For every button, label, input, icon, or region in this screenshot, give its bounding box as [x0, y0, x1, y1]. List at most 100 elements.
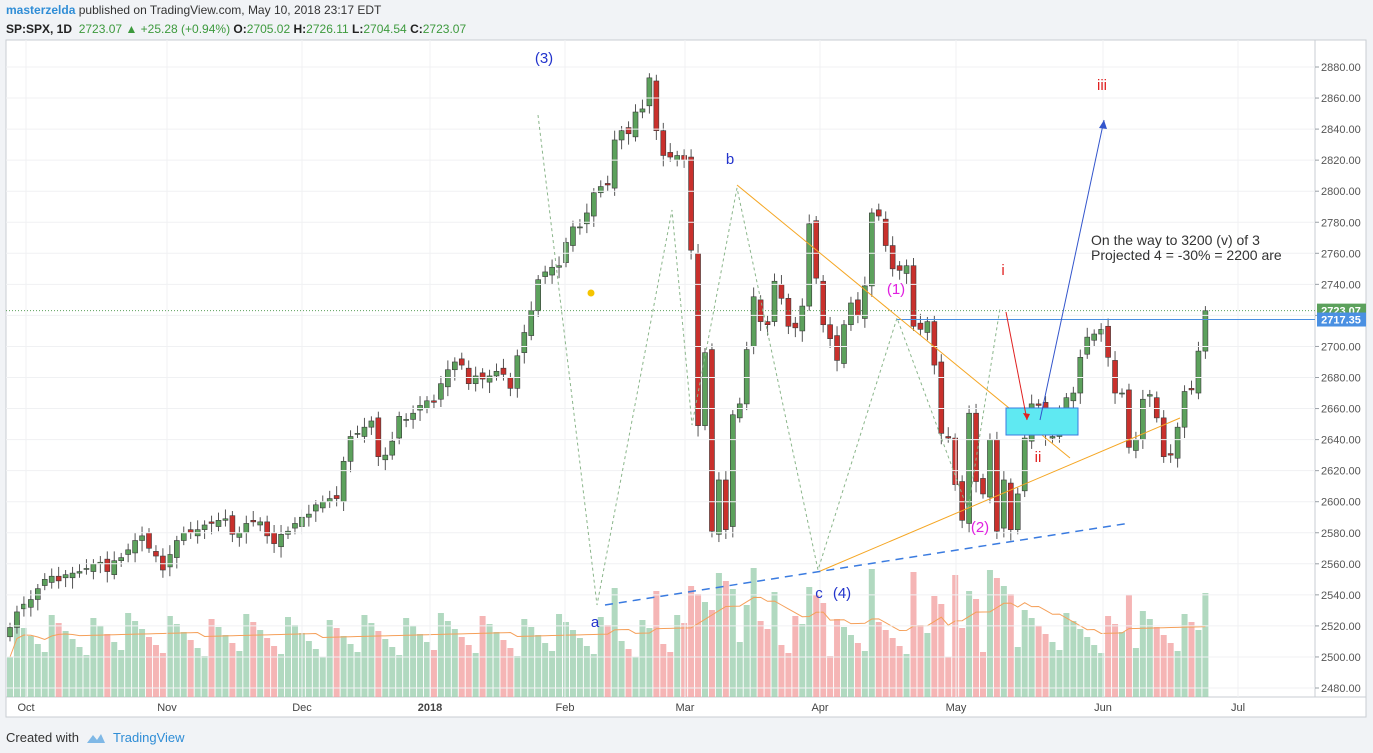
volume-bar — [41, 652, 48, 697]
volume-bar — [139, 629, 146, 697]
tradingview-link[interactable]: TradingView — [112, 730, 185, 745]
candle-body — [431, 400, 437, 403]
author-link[interactable]: masterzelda — [6, 3, 76, 17]
candle-body — [785, 298, 792, 327]
arrow-head-icon — [1023, 413, 1030, 420]
volume-bar — [347, 644, 354, 697]
candle-body — [1133, 439, 1139, 451]
candle-body — [1098, 329, 1104, 335]
candle-body — [389, 440, 396, 456]
candle-body — [28, 599, 34, 608]
volume-bar — [959, 628, 966, 697]
volume-bar — [1174, 651, 1181, 697]
open-value: 2705.02 — [246, 22, 291, 36]
volume-bar — [563, 622, 569, 697]
candle-body — [917, 322, 924, 330]
candle-body — [132, 540, 138, 554]
volume-bar — [222, 635, 229, 697]
volume-bar — [354, 652, 361, 697]
candle-body — [55, 575, 62, 582]
x-tick-label: Dec — [292, 702, 312, 714]
candle-body — [417, 405, 423, 411]
candle-body — [271, 532, 277, 544]
volume-bar — [889, 638, 896, 697]
volume-bar — [583, 646, 590, 697]
candle-body — [604, 183, 611, 186]
volume-bar — [1167, 643, 1174, 697]
volume-bar — [1028, 618, 1035, 697]
volume-bar — [1014, 647, 1021, 697]
candle-body — [952, 437, 959, 485]
wave-iii-arrow — [1039, 119, 1105, 421]
wave-label: a — [591, 614, 600, 631]
candle-body — [312, 504, 319, 512]
volume-bar — [1000, 586, 1007, 697]
volume-bar — [820, 603, 827, 697]
candle-body — [889, 245, 896, 270]
note-text: On the way to 3200 (v) of 3 — [1091, 232, 1260, 248]
candle-body — [368, 420, 375, 428]
volume-bar — [952, 575, 959, 697]
candle-body — [806, 223, 813, 307]
volume-bar — [778, 645, 785, 697]
volume-bar — [827, 656, 834, 697]
volume-bar — [333, 628, 340, 697]
y-tick-label: 2620.00 — [1321, 466, 1361, 478]
candle-body — [83, 568, 90, 570]
candle-body — [1188, 388, 1195, 391]
up-arrow-icon: ▲ — [125, 22, 138, 36]
lower-trendline — [817, 417, 1181, 573]
candle-body — [257, 521, 264, 526]
candle-body — [319, 501, 326, 509]
volume-bar — [125, 613, 132, 697]
candle-body — [896, 265, 903, 271]
volume-bar — [257, 630, 264, 697]
volume-bar — [27, 636, 34, 697]
candle-body — [521, 332, 528, 353]
candle-body — [855, 299, 861, 316]
candle-body — [834, 335, 840, 361]
volume-bar — [69, 639, 76, 697]
candle-body — [945, 436, 952, 439]
volume-bar — [118, 650, 125, 697]
last-price: 2723.07 — [78, 22, 123, 36]
volume-bar — [945, 657, 952, 697]
candle-body — [924, 321, 931, 333]
volume-bar — [743, 605, 750, 697]
volume-bar — [1063, 613, 1070, 697]
volume-bar — [486, 624, 493, 697]
high-value: 2726.11 — [306, 22, 349, 36]
candle-body — [507, 377, 514, 389]
volume-bar — [20, 628, 27, 697]
volume-bar — [472, 653, 479, 697]
candle-body — [69, 572, 76, 579]
candle-body — [848, 302, 854, 326]
volume-bar — [271, 646, 278, 697]
wave-label: (4) — [833, 585, 851, 602]
volume-bar — [312, 649, 319, 697]
volume-bar — [764, 629, 771, 697]
volume-bar — [1112, 624, 1119, 697]
volume-bar — [375, 631, 382, 697]
candle-body — [493, 370, 500, 377]
axes: 2880.00 2860.00 2840.00 2820.00 2800.00 2780.… — [6, 40, 1361, 714]
candle-body — [750, 296, 757, 347]
volume-bar — [708, 610, 715, 697]
candle-body — [222, 518, 229, 521]
candle-body — [716, 479, 722, 535]
candle-body — [618, 130, 625, 141]
candle-body — [1091, 333, 1097, 341]
y-tick-label: 2540.00 — [1321, 590, 1361, 602]
candle-body — [980, 478, 986, 495]
y-tick-label: 2580.00 — [1321, 528, 1361, 540]
y-tick-label: 2700.00 — [1321, 341, 1361, 353]
volume-bar — [1091, 645, 1098, 697]
symbol-info: SP:SPX, 1D 2723.07 ▲ +25.28 (+0.94%) O:2… — [6, 22, 466, 36]
candle-body — [973, 412, 979, 482]
close-value: 2723.07 — [422, 22, 467, 36]
candle-body — [882, 218, 889, 246]
price-axis[interactable] — [1314, 39, 1367, 698]
elliott-wave-path — [537, 114, 1001, 606]
candle-body — [1181, 391, 1188, 428]
